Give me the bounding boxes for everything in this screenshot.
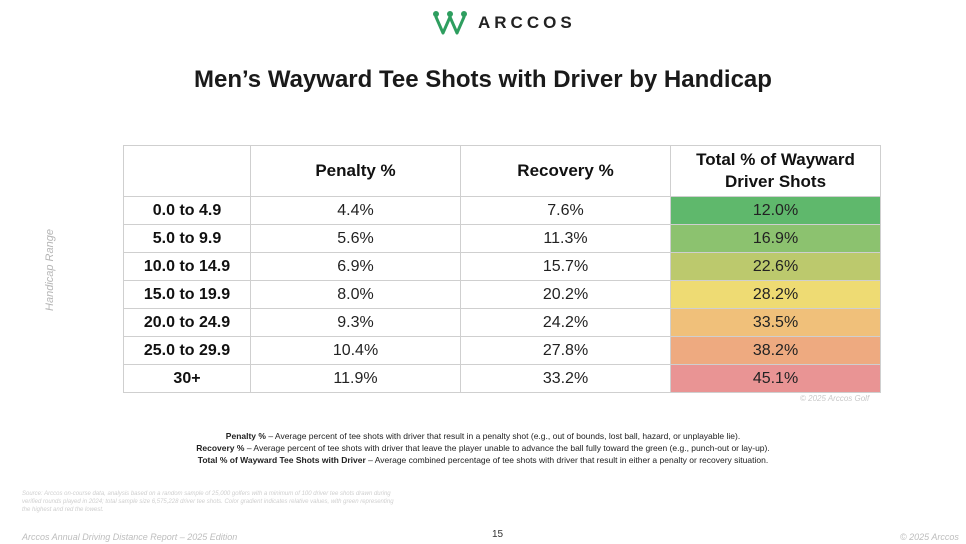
- table-header-row: Penalty % Recovery % Total % of Wayward …: [123, 145, 881, 197]
- wayward-shots-table: Penalty % Recovery % Total % of Wayward …: [123, 145, 881, 393]
- header-empty: [123, 145, 251, 197]
- total-cell: 12.0%: [670, 196, 881, 225]
- handicap-range-cell: 10.0 to 14.9: [123, 252, 251, 281]
- table-row: 20.0 to 24.9 9.3% 24.2% 33.5%: [123, 308, 881, 337]
- handicap-range-cell: 0.0 to 4.9: [123, 196, 251, 225]
- penalty-cell: 9.3%: [250, 308, 461, 337]
- table-row: 30+ 11.9% 33.2% 45.1%: [123, 364, 881, 393]
- penalty-cell: 4.4%: [250, 196, 461, 225]
- recovery-cell: 15.7%: [460, 252, 671, 281]
- recovery-cell: 20.2%: [460, 280, 671, 309]
- page-number: 15: [492, 529, 504, 540]
- header-total-label: Total % of Wayward Driver Shots: [696, 150, 855, 191]
- definitions: Penalty % – Average percent of tee shots…: [0, 430, 966, 466]
- penalty-cell: 10.4%: [250, 336, 461, 365]
- header-penalty: Penalty %: [250, 145, 461, 197]
- handicap-range-cell: 15.0 to 19.9: [123, 280, 251, 309]
- definition-total: Total % of Wayward Tee Shots with Driver…: [197, 455, 769, 465]
- recovery-cell: 33.2%: [460, 364, 671, 393]
- table-row: 25.0 to 29.9 10.4% 27.8% 38.2%: [123, 336, 881, 365]
- total-cell: 28.2%: [670, 280, 881, 309]
- brand-logo: ARCCOS: [432, 10, 576, 36]
- page-title: Men’s Wayward Tee Shots with Driver by H…: [194, 66, 772, 93]
- total-cell: 38.2%: [670, 336, 881, 365]
- table-row: 5.0 to 9.9 5.6% 11.3% 16.9%: [123, 224, 881, 253]
- footer-copyright: © 2025 Arccos: [900, 532, 959, 542]
- header-total: Total % of Wayward Driver Shots: [670, 145, 881, 197]
- handicap-axis-label: Handicap Range: [44, 229, 56, 311]
- total-cell: 22.6%: [670, 252, 881, 281]
- table-copyright: © 2025 Arccos Golf: [800, 394, 870, 403]
- handicap-range-cell: 20.0 to 24.9: [123, 308, 251, 337]
- recovery-cell: 27.8%: [460, 336, 671, 365]
- handicap-range-cell: 25.0 to 29.9: [123, 336, 251, 365]
- total-cell: 33.5%: [670, 308, 881, 337]
- penalty-cell: 8.0%: [250, 280, 461, 309]
- definition-recovery: Recovery % – Average percent of tee shot…: [196, 443, 770, 453]
- handicap-range-cell: 5.0 to 9.9: [123, 224, 251, 253]
- penalty-cell: 5.6%: [250, 224, 461, 253]
- arccos-logo-icon: [432, 10, 468, 36]
- header-recovery: Recovery %: [460, 145, 671, 197]
- table-row: 10.0 to 14.9 6.9% 15.7% 22.6%: [123, 252, 881, 281]
- total-cell: 45.1%: [670, 364, 881, 393]
- penalty-cell: 11.9%: [250, 364, 461, 393]
- recovery-cell: 24.2%: [460, 308, 671, 337]
- source-note: Source: Arccos on-course data, analysis …: [22, 491, 394, 513]
- penalty-cell: 6.9%: [250, 252, 461, 281]
- recovery-cell: 11.3%: [460, 224, 671, 253]
- definition-penalty: Penalty % – Average percent of tee shots…: [225, 431, 741, 441]
- table-row: 15.0 to 19.9 8.0% 20.2% 28.2%: [123, 280, 881, 309]
- handicap-range-cell: 30+: [123, 364, 251, 393]
- brand-name: ARCCOS: [478, 13, 576, 32]
- table-row: 0.0 to 4.9 4.4% 7.6% 12.0%: [123, 196, 881, 225]
- total-cell: 16.9%: [670, 224, 881, 253]
- footer-report-title: Arccos Annual Driving Distance Report – …: [22, 532, 238, 542]
- recovery-cell: 7.6%: [460, 196, 671, 225]
